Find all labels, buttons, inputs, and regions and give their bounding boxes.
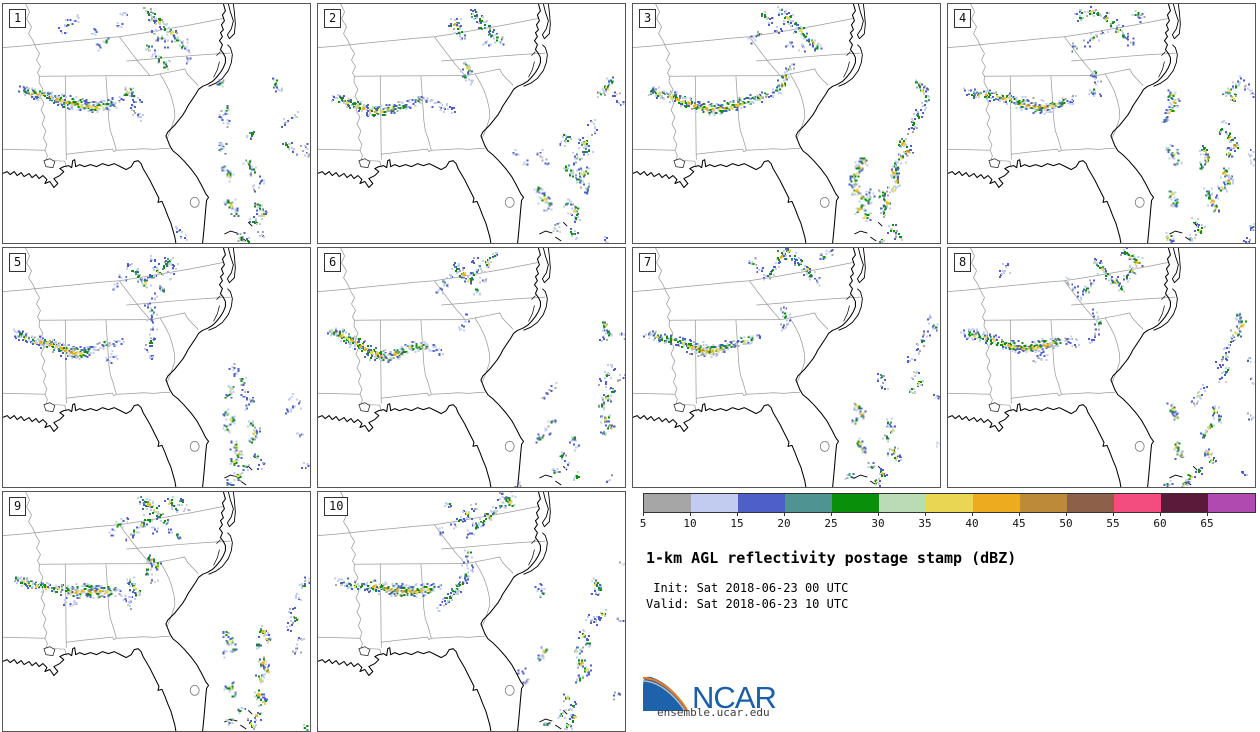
colorbar-tick xyxy=(737,512,738,516)
colorbar-tick-label: 5 xyxy=(640,517,647,530)
init-time: Init: Sat 2018-06-23 00 UTC xyxy=(646,581,848,595)
panel-number-badge: 7 xyxy=(639,253,656,272)
colorbar-tick-label: 20 xyxy=(777,517,790,530)
panel-number-badge: 4 xyxy=(954,9,971,28)
reflectivity-map xyxy=(948,248,1255,487)
radar-echoes xyxy=(648,6,930,243)
forecast-panel-8: 8 xyxy=(947,247,1256,488)
colorbar-segment xyxy=(691,494,738,512)
radar-echoes xyxy=(14,496,310,731)
colorbar-segment xyxy=(1067,494,1114,512)
panel-number-badge: 10 xyxy=(324,497,348,516)
colorbar-tick-label: 15 xyxy=(730,517,743,530)
colorbar-tick xyxy=(643,512,644,516)
forecast-panel-4: 4 xyxy=(947,3,1256,244)
reflectivity-map xyxy=(633,4,940,243)
forecast-panel-7: 7 xyxy=(632,247,941,488)
colorbar-segment xyxy=(1208,494,1255,512)
colorbar-tick xyxy=(878,512,879,516)
forecast-panel-2: 2 xyxy=(317,3,626,244)
reflectivity-map xyxy=(948,4,1255,243)
reflectivity-map xyxy=(318,492,625,731)
reflectivity-map xyxy=(3,492,310,731)
radar-echoes xyxy=(643,248,940,487)
colorbar-segment xyxy=(973,494,1020,512)
colorbar-tick-label: 10 xyxy=(683,517,696,530)
colorbar-segment xyxy=(832,494,879,512)
forecast-panel-5: 5 xyxy=(2,247,311,488)
colorbar-tick-label: 30 xyxy=(871,517,884,530)
colorbar-tick-label: 50 xyxy=(1059,517,1072,530)
product-title: 1-km AGL reflectivity postage stamp (dBZ… xyxy=(646,549,1016,567)
colorbar-segment xyxy=(785,494,832,512)
colorbar-tick xyxy=(690,512,691,516)
reflectivity-map xyxy=(633,248,940,487)
colorbar-segment xyxy=(738,494,785,512)
panel-number-badge: 3 xyxy=(639,9,656,28)
colorbar-tick xyxy=(1160,512,1161,516)
colorbar-tick xyxy=(925,512,926,516)
forecast-panel-1: 1 xyxy=(2,3,311,244)
colorbar-tick-label: 65 xyxy=(1200,517,1213,530)
colorbar-tick xyxy=(784,512,785,516)
colorbar-segment xyxy=(1020,494,1067,512)
panel-number-badge: 8 xyxy=(954,253,971,272)
colorbar-tick-label: 45 xyxy=(1012,517,1025,530)
colorbar-tick xyxy=(1066,512,1067,516)
forecast-panel-6: 6 xyxy=(317,247,626,488)
panel-number-badge: 6 xyxy=(324,253,341,272)
colorbar-segment xyxy=(879,494,926,512)
colorbar-tick-label: 40 xyxy=(965,517,978,530)
panel-number-badge: 1 xyxy=(9,9,26,28)
panel-number-badge: 5 xyxy=(9,253,26,272)
colorbar-tick-label: 60 xyxy=(1153,517,1166,530)
colorbar-tick-label: 25 xyxy=(824,517,837,530)
forecast-panel-10: 10 xyxy=(317,491,626,732)
reflectivity-map xyxy=(3,4,310,243)
valid-time: Valid: Sat 2018-06-23 10 UTC xyxy=(646,597,848,611)
colorbar-tick xyxy=(972,512,973,516)
radar-echoes xyxy=(960,248,1255,487)
colorbar-segment xyxy=(926,494,973,512)
reflectivity-colorbar xyxy=(643,493,1256,513)
reflectivity-map xyxy=(318,248,625,487)
colorbar-segment xyxy=(644,494,691,512)
colorbar-tick xyxy=(1113,512,1114,516)
forecast-panel-9: 9 xyxy=(2,491,311,732)
panel-number-badge: 9 xyxy=(9,497,26,516)
colorbar-tick xyxy=(1207,512,1208,516)
colorbar-tick xyxy=(831,512,832,516)
colorbar-tick xyxy=(1019,512,1020,516)
colorbar-segment xyxy=(1161,494,1208,512)
colorbar-tick-label: 55 xyxy=(1106,517,1119,530)
radar-echoes xyxy=(13,255,310,486)
reflectivity-map xyxy=(3,248,310,487)
colorbar-segment xyxy=(1114,494,1161,512)
radar-echoes xyxy=(331,9,625,243)
colorbar-tick-label: 35 xyxy=(918,517,931,530)
radar-echoes xyxy=(327,252,625,487)
forecast-panel-3: 3 xyxy=(632,3,941,244)
reflectivity-map xyxy=(318,4,625,243)
footer-url: ensemble.ucar.edu xyxy=(657,706,770,719)
panel-number-badge: 2 xyxy=(324,9,341,28)
